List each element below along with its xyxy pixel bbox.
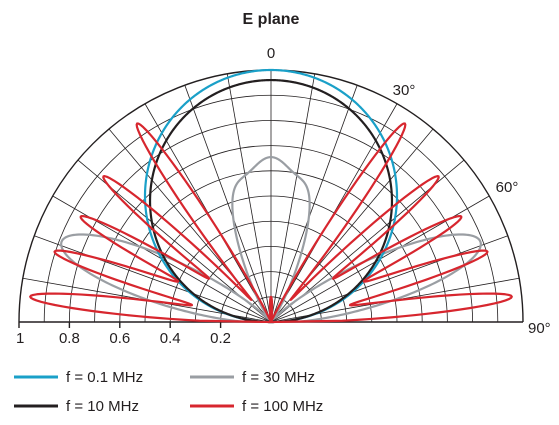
- legend-label-1: f = 30 MHz: [242, 369, 315, 386]
- radial-tick-label-3: 0.4: [160, 330, 181, 347]
- series-line-1: [60, 156, 482, 324]
- series-line-0: [143, 68, 399, 324]
- grid-spoke--70: [34, 235, 272, 323]
- angle-label-60: 60°: [496, 179, 519, 196]
- chart-title: E plane: [243, 11, 300, 28]
- radial-tick-label-2: 0.6: [109, 330, 130, 347]
- grid-spoke-10: [270, 73, 316, 323]
- grid-spoke--10: [226, 73, 272, 323]
- series-line-3: [29, 122, 513, 324]
- grid-spoke--20: [184, 85, 272, 323]
- polar-grid: [18, 69, 524, 328]
- pattern-series: [29, 68, 513, 324]
- radial-tick-label-0: 1: [16, 330, 24, 347]
- angle-label-30: 30°: [393, 82, 416, 99]
- radial-tick-label-4: 0.2: [210, 330, 231, 347]
- angle-label-0: 0: [267, 45, 275, 62]
- grid-spoke-20: [270, 85, 358, 323]
- grid-spoke-70: [270, 235, 508, 323]
- legend: f = 0.1 MHz f = 10 MHz f = 30 MHz f = 100 M…: [14, 369, 323, 415]
- series-line-2: [148, 78, 394, 324]
- radial-tick-label-1: 0.8: [59, 330, 80, 347]
- legend-label-0: f = 0.1 MHz: [66, 369, 143, 386]
- legend-label-2: f = 10 MHz: [66, 398, 139, 415]
- axis-labels: E plane 0 30° 60° 90° 1 0.8 0.6 0.4 0.2: [16, 11, 551, 347]
- angle-label-90: 90°: [528, 320, 551, 337]
- legend-label-3: f = 100 MHz: [242, 398, 323, 415]
